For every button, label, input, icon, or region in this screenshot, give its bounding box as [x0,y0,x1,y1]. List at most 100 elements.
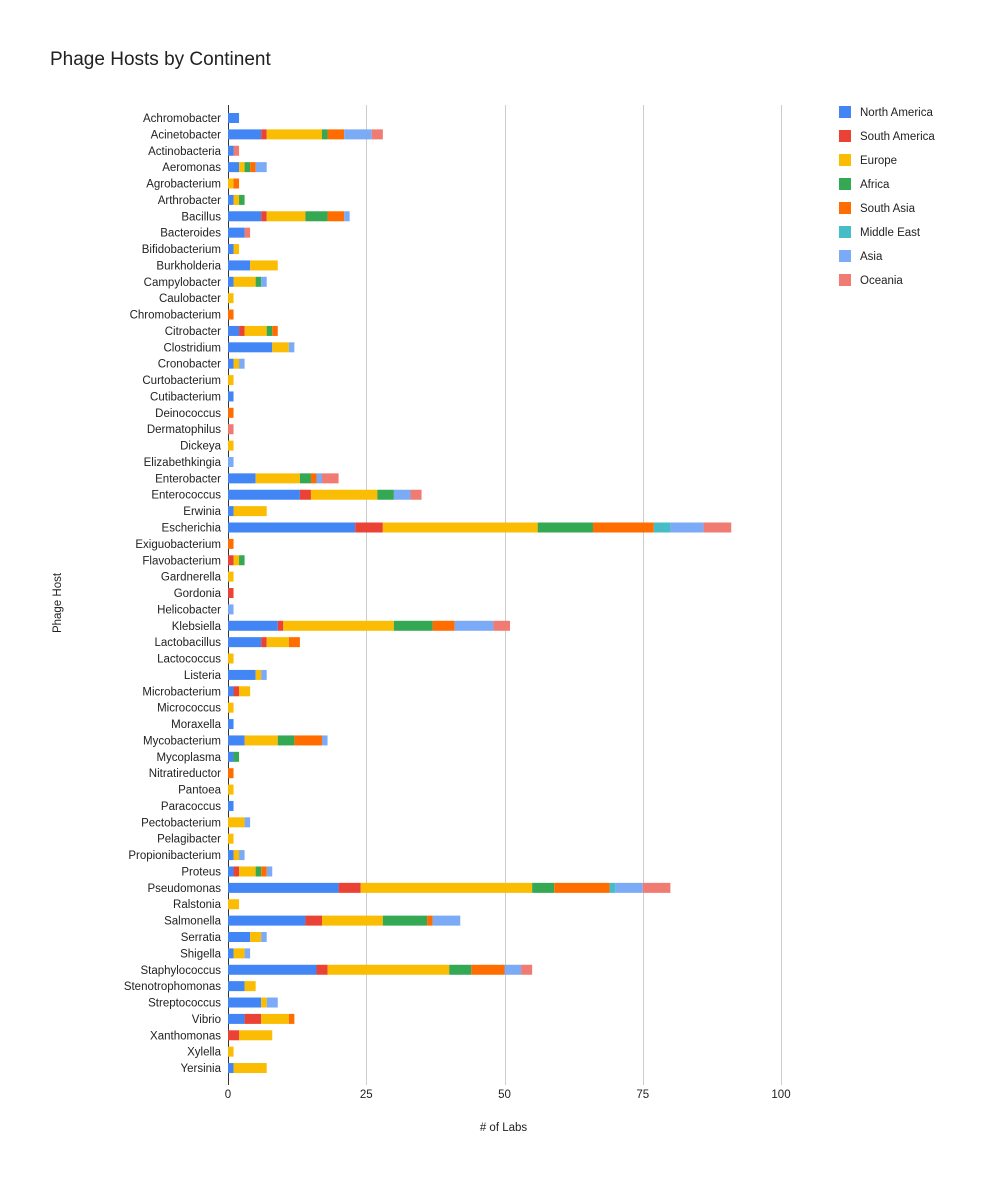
bar-segment [288,637,300,648]
category-label: Pseudomonas [147,883,221,895]
category-label: Salmonella [164,916,221,928]
category-label: Pantoea [178,785,221,797]
category-label: Lactobacillus [155,637,222,649]
bar-segment [493,620,511,631]
x-tick-label: 50 [498,1089,511,1101]
bar-segment [228,588,234,599]
category-label: Pectobacterium [141,817,221,829]
legend-swatch [839,202,851,214]
bar-segment [454,620,494,631]
bar-segment [228,882,339,893]
bar-segment [305,915,323,926]
bar-segment [239,194,245,205]
bar-segment [228,997,262,1008]
bar-segment [250,162,256,173]
bar-segment [228,358,234,369]
category-label: Lactococcus [157,654,221,666]
bar-segment [244,948,251,959]
bar-segment [255,162,267,173]
category-label: Moraxella [171,719,221,731]
bar-segment [471,964,505,975]
bar-segment [703,522,732,533]
legend-label: Middle East [860,227,921,239]
bar-segment [377,489,394,500]
category-label: Erwinia [183,506,221,518]
bar-segment [228,194,234,205]
legend-label: South America [860,131,935,143]
bar-segment [261,1013,289,1024]
bar-segment [228,1063,234,1074]
category-label: Pelagibacter [157,834,221,846]
bar-segment [228,653,234,664]
bar-segment [316,473,323,484]
bar-segment [233,751,240,762]
bar-segment [233,686,240,697]
category-label: Achromobacter [143,113,221,125]
category-label: Vibrio [192,1014,221,1026]
category-label: Helicobacter [157,604,221,616]
bar-segment [432,915,461,926]
category-label: Dermatophilus [147,424,221,436]
bar-segment [261,669,267,680]
y-axis-title: Phage Host [52,572,64,633]
bar-segment [233,850,240,861]
category-label: Flavobacterium [142,555,221,567]
category-label: Mycobacterium [143,735,221,747]
bar-segment [244,981,256,992]
category-label: Proteus [181,866,221,878]
bar-segment [537,522,593,533]
legend-swatch [839,274,851,286]
bar-segment [532,882,555,893]
category-label: Xylella [187,1047,221,1059]
category-label: Acinetobacter [151,129,221,141]
bar-segment [239,850,245,861]
bar-segment [228,571,234,582]
category-label: Clostridium [163,342,221,354]
bar-segment [239,866,256,877]
bar-segment [283,620,394,631]
bar-segment [261,932,267,942]
bar-segment [261,129,267,140]
legend-label: Africa [860,179,890,191]
bar-segment [288,342,295,353]
bar-segment [228,375,234,386]
bar-segment [670,522,704,533]
bar-segment [642,882,671,893]
x-tick-label: 100 [771,1089,790,1101]
bar-segment [228,1030,240,1041]
category-label: Streptococcus [148,998,221,1010]
bar-segment [239,686,251,697]
category-label: Escherichia [162,523,222,535]
chart-title: Phage Hosts by Continent [50,49,271,70]
bar-segment [410,489,422,500]
category-label: Cronobacter [158,359,221,371]
bar-segment [609,882,616,893]
category-label: Agrobacterium [146,179,221,191]
x-tick-labels: 0 25 50 75 100 [225,1089,791,1101]
x-tick-label: 25 [360,1089,373,1101]
bar-segment [239,358,245,369]
bar-segment [255,473,300,484]
category-label: Staphylococcus [140,965,221,977]
category-label: Burkholderia [156,260,221,272]
bar-segment [305,211,328,222]
bar-segment [504,964,522,975]
bar-segment [277,735,295,746]
bar-segment [261,997,267,1008]
legend-label: North America [860,107,933,119]
bar-segment [244,227,251,238]
bar-segment [228,276,234,287]
category-label: Gardnerella [161,572,222,584]
category-label: Micrococcus [157,703,221,715]
category-label: Bifidobacterium [142,244,221,256]
bar-segment [228,407,234,418]
bar-segment [233,555,240,566]
bar-segment [261,211,267,222]
bar-segment [244,325,267,336]
bar-segment [310,473,317,484]
bar-segment [228,342,273,353]
legend-swatch [839,154,851,166]
bar-segment [266,637,289,648]
category-label: Bacillus [181,211,221,223]
bar-segment [228,325,240,336]
